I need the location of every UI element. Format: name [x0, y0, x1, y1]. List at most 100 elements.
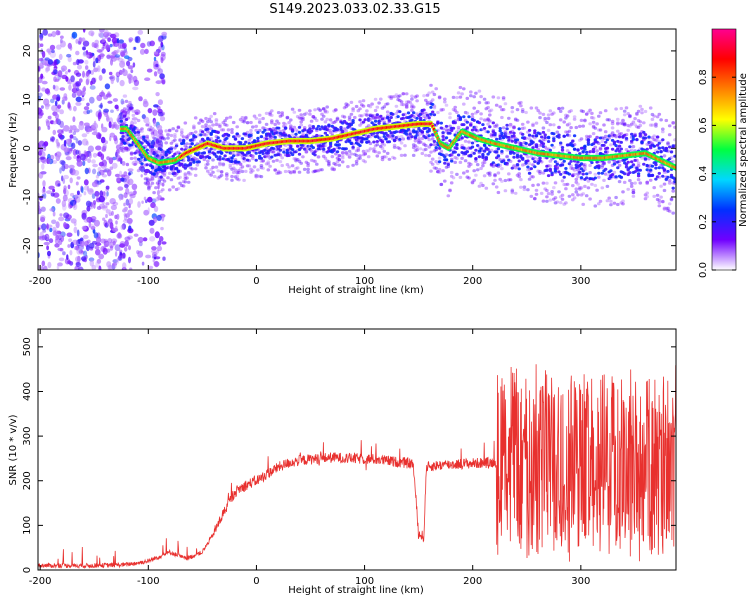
heatmap-cell [128, 100, 132, 105]
heatmap-cell [169, 149, 174, 153]
heatmap-cell [493, 173, 497, 177]
heatmap-cell [183, 172, 188, 176]
heatmap-cell [160, 51, 166, 57]
heatmap-cell [332, 109, 336, 113]
heatmap-cell [230, 130, 234, 134]
heatmap-cell [640, 140, 644, 144]
heatmap-cell [70, 192, 75, 197]
heatmap-cell [610, 131, 615, 135]
heatmap-cell [107, 100, 113, 104]
heatmap-cell [354, 162, 359, 166]
heatmap-cell [137, 250, 144, 258]
heatmap-cell [571, 193, 575, 197]
heatmap-cell [404, 104, 409, 109]
heatmap-cell [152, 251, 158, 258]
heatmap-cell [332, 161, 336, 166]
heatmap-cell [373, 150, 378, 154]
heatmap-cell [519, 104, 523, 108]
heatmap-cell [112, 262, 118, 266]
heatmap-cell [427, 154, 432, 158]
heatmap-cell [623, 133, 627, 137]
heatmap-cell [120, 51, 125, 55]
heatmap-cell [564, 187, 568, 191]
heatmap-cell [173, 138, 177, 142]
heatmap-cell [356, 146, 361, 150]
heatmap-cell [612, 133, 617, 137]
heatmap-cell [671, 144, 675, 148]
heatmap-cell [57, 104, 62, 109]
heatmap-cell [135, 127, 139, 131]
heatmap-cell [133, 121, 137, 125]
heatmap-cell [482, 161, 487, 165]
heatmap-cell [574, 187, 579, 191]
heatmap-cell [322, 144, 326, 148]
heatmap-cell [294, 157, 298, 161]
heatmap-cell [280, 111, 285, 115]
heatmap-cell [569, 109, 573, 113]
heatmap-cell [49, 208, 55, 212]
heatmap-cell [83, 179, 89, 186]
heatmap-cell [645, 181, 649, 186]
heatmap-cell [193, 116, 198, 120]
heatmap-cell [323, 110, 328, 114]
heatmap-cell [624, 106, 629, 110]
heatmap-cell [586, 179, 591, 183]
heatmap-cell [287, 154, 291, 157]
heatmap-cell [120, 98, 125, 105]
heatmap-cell [399, 100, 404, 104]
heatmap-cell [278, 160, 283, 164]
heatmap-cell [39, 231, 44, 239]
heatmap-cell [522, 126, 527, 130]
heatmap-cell [150, 139, 156, 147]
heatmap-cell [202, 132, 207, 136]
heatmap-cell [572, 168, 577, 172]
heatmap-cell [71, 31, 78, 39]
heatmap-cell [155, 63, 159, 68]
heatmap-cell [616, 122, 620, 126]
heatmap-cell [49, 50, 57, 59]
heatmap-cell [316, 155, 321, 159]
heatmap-cell [251, 169, 255, 173]
heatmap-cell [488, 125, 492, 129]
heatmap-cell [231, 120, 236, 125]
heatmap-cell [368, 135, 373, 139]
heatmap-cell [456, 153, 461, 157]
heatmap-cell [157, 155, 162, 159]
heatmap-cell [512, 151, 516, 155]
heatmap-cell [81, 138, 89, 146]
heatmap-cell [671, 121, 675, 125]
heatmap-cell [237, 153, 241, 157]
heatmap-cell [153, 104, 159, 108]
heatmap-cell [225, 174, 229, 178]
heatmap-cell [396, 146, 400, 150]
heatmap-cell [199, 118, 203, 122]
heatmap-cell [132, 86, 139, 91]
heatmap-cell [500, 131, 504, 135]
heatmap-cell [635, 112, 639, 116]
heatmap-cell [104, 140, 109, 145]
heatmap-cell [661, 138, 665, 142]
heatmap-cell [66, 254, 69, 260]
heatmap-cell [567, 129, 572, 133]
heatmap-cell [83, 106, 90, 111]
heatmap-cell [242, 159, 246, 163]
heatmap-cell [631, 194, 636, 198]
heatmap-cell [124, 206, 128, 212]
heatmap-cell [482, 174, 487, 178]
heatmap-cell [524, 141, 528, 145]
heatmap-cell [244, 132, 248, 136]
heatmap-cell [588, 171, 592, 175]
heatmap-cell [408, 130, 413, 134]
heatmap-cell [121, 161, 126, 166]
heatmap-cell [43, 145, 47, 152]
heatmap-cell [96, 258, 102, 264]
heatmap-cell [240, 137, 245, 141]
heatmap-cell [372, 114, 376, 118]
heatmap-cell [145, 148, 149, 152]
heatmap-cell [657, 204, 662, 208]
heatmap-cell [470, 180, 475, 184]
heatmap-cell [536, 183, 540, 187]
heatmap-cell [514, 140, 518, 144]
heatmap-cell [237, 169, 241, 173]
heatmap-cell [124, 55, 130, 60]
